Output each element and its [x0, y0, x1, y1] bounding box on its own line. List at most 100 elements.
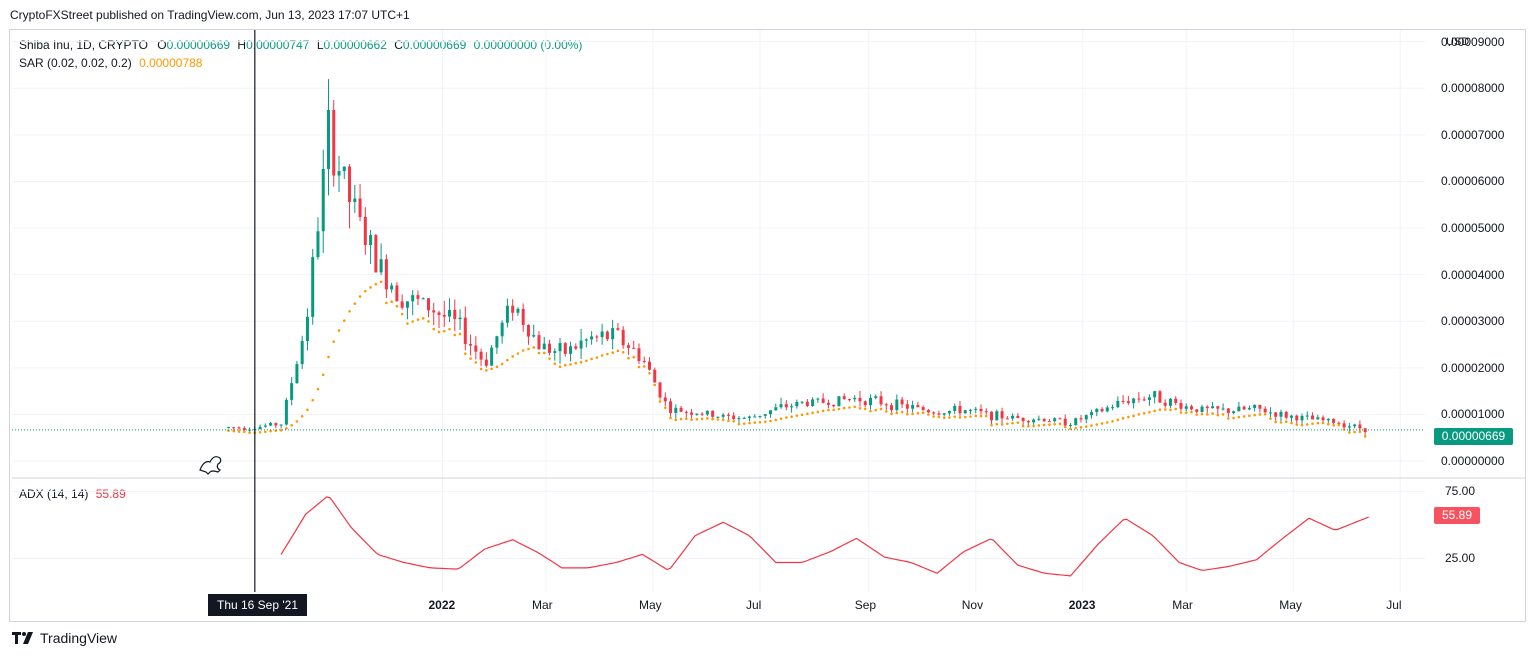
candle-body — [605, 331, 609, 340]
candle-body — [1284, 411, 1288, 418]
candle-body — [669, 401, 673, 413]
candle-body — [1211, 406, 1215, 409]
sar-dot — [542, 351, 546, 355]
sar-dot — [1058, 422, 1062, 426]
candle-body — [700, 413, 704, 415]
candle-body — [947, 410, 951, 414]
sar-value: 0.00000788 — [139, 56, 203, 70]
sar-dot — [1295, 423, 1299, 426]
sar-dot — [432, 327, 436, 331]
candle-body — [769, 410, 773, 415]
candle-body — [1190, 406, 1194, 410]
candle-body — [895, 399, 899, 411]
candle-body — [374, 235, 378, 273]
candle-body — [227, 427, 231, 429]
candle-body — [968, 409, 972, 411]
candle-body — [879, 396, 883, 405]
candle-body — [232, 427, 236, 429]
sar-dot — [1032, 424, 1035, 428]
sar-dot — [427, 320, 430, 323]
candle-body — [495, 336, 499, 348]
candle-body — [863, 401, 867, 406]
candle-body — [900, 399, 904, 405]
sar-dot — [716, 418, 720, 421]
sar-dot — [516, 352, 520, 355]
sar-dot — [453, 333, 457, 337]
candle-body — [1232, 411, 1236, 413]
sar-dot — [1274, 420, 1278, 424]
candle-body — [1174, 398, 1178, 403]
candle-body — [1179, 402, 1183, 409]
candle-body — [1005, 418, 1009, 420]
sar-dot — [953, 415, 957, 418]
sar-dot — [1327, 422, 1330, 426]
sar-dot — [1316, 421, 1320, 425]
sar-dot — [853, 405, 857, 409]
sar-dot — [1169, 408, 1172, 412]
candle-body — [911, 405, 915, 409]
sar-dot — [1248, 414, 1251, 418]
sar-dot — [474, 361, 478, 364]
sar-dot — [816, 410, 820, 414]
sar-dot — [695, 417, 699, 421]
tradingview-brand: TradingView — [12, 630, 117, 646]
adx-value: 55.89 — [95, 487, 126, 501]
candle-body — [263, 425, 267, 427]
sar-dot — [1090, 424, 1093, 427]
sar-dot — [1269, 417, 1272, 420]
sar-dot — [1363, 435, 1367, 438]
candle-body — [1289, 415, 1293, 418]
chart-frame[interactable] — [9, 29, 1526, 622]
sar-dot — [579, 360, 583, 364]
candle-body — [926, 410, 930, 413]
sar-dot — [669, 416, 672, 420]
sar-dot — [321, 373, 325, 377]
sar-dot — [1011, 421, 1014, 425]
sar-dot — [569, 363, 572, 366]
time-tick-label: May — [1279, 598, 1302, 612]
candle-body — [1100, 409, 1104, 412]
sar-dot — [553, 362, 557, 366]
sar-dot — [421, 317, 425, 320]
sar-dot — [1279, 421, 1283, 424]
sar-dot — [785, 416, 788, 419]
candle-body — [505, 305, 509, 323]
sar-dot — [1027, 424, 1030, 428]
sar-dot — [1258, 413, 1262, 416]
candle-body — [474, 345, 478, 352]
price-tick-label: 0.00006000 — [1441, 174, 1505, 189]
adx-tick-label: 25.00 — [1445, 551, 1476, 566]
sar-dot — [490, 367, 493, 371]
candle-body — [1332, 418, 1336, 423]
candle-body — [553, 351, 557, 353]
candle-body — [311, 257, 315, 317]
sar-dot — [563, 363, 567, 367]
candle-body — [405, 301, 409, 308]
low-label: L — [316, 38, 324, 52]
sar-dot — [606, 352, 609, 356]
adx-tick-label: 75.00 — [1445, 484, 1476, 499]
candle-body — [890, 405, 894, 411]
candle-body — [526, 324, 530, 337]
sar-dot — [595, 356, 599, 359]
candle-body — [1237, 406, 1241, 412]
candle-body — [1079, 418, 1083, 420]
candle-body — [1353, 424, 1357, 427]
candle-body — [805, 401, 809, 407]
sar-dot — [295, 420, 299, 423]
candle-body — [563, 343, 567, 354]
candle-body — [647, 361, 651, 370]
candle-body — [1032, 419, 1036, 423]
candle-body — [905, 404, 909, 409]
sar-dot — [674, 418, 678, 422]
time-tick-label: Mar — [532, 598, 553, 612]
candle-body — [1137, 398, 1141, 400]
sar-dot — [848, 406, 851, 409]
candle-body — [984, 411, 988, 413]
candle-body — [663, 397, 667, 402]
sar-dot — [390, 300, 393, 303]
sar-dot — [348, 309, 351, 313]
candle-body — [1295, 415, 1299, 421]
sar-dot — [1311, 422, 1314, 425]
